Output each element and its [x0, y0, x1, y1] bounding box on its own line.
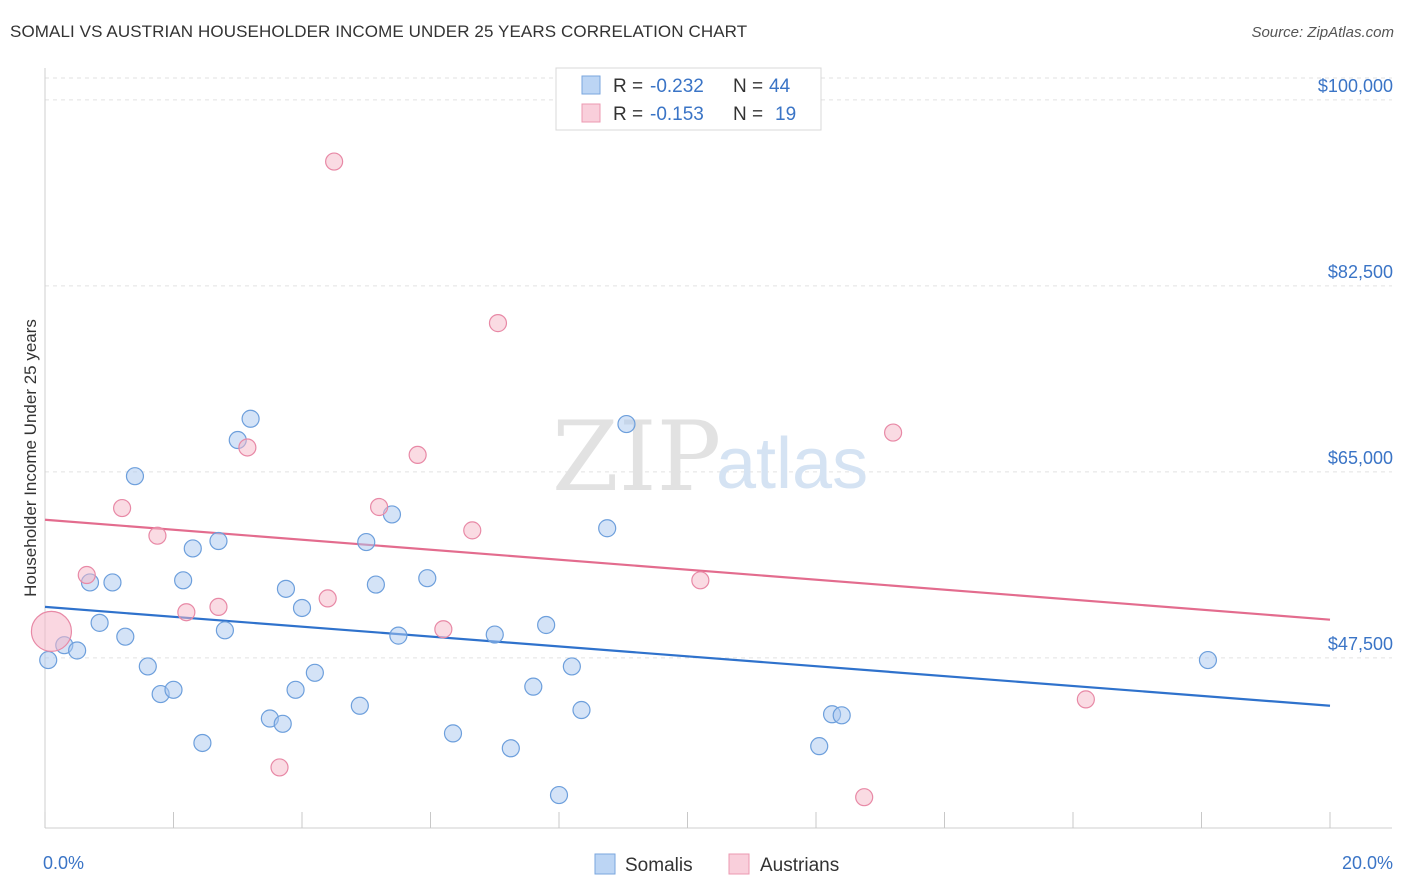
- point-somalis: [305, 663, 324, 682]
- point-somalis: [617, 414, 636, 434]
- data-points: [30, 152, 1218, 807]
- point-somalis: [443, 724, 463, 743]
- point-austrians: [325, 152, 344, 171]
- watermark-atlas: atlas: [716, 424, 868, 504]
- legend-swatch-austrians: [581, 103, 601, 123]
- point-austrians: [691, 571, 710, 590]
- x-tick-label: 20.0%: [1342, 853, 1393, 873]
- legend-n-label: N =: [733, 76, 763, 97]
- point-somalis: [562, 657, 581, 676]
- legend-swatch-somalis: [581, 75, 601, 95]
- watermark-zip: ZIP: [552, 401, 721, 513]
- x-tick-labels: 0.0% 20.0%: [43, 853, 1393, 873]
- legend-n-label: N =: [733, 104, 763, 125]
- legend-r-value: -0.232: [650, 76, 704, 97]
- legend-r-label: R =: [613, 104, 643, 125]
- source-label: Source: ZipAtlas.com: [1251, 24, 1394, 41]
- point-somalis: [350, 696, 369, 715]
- point-somalis: [418, 569, 437, 588]
- point-somalis: [209, 531, 228, 551]
- x-tick-label: 0.0%: [43, 853, 84, 873]
- point-austrians: [270, 758, 289, 777]
- point-somalis: [90, 613, 109, 632]
- bottom-legend-label-austrians: Austrians: [760, 855, 839, 876]
- y-tick-label: $65,000: [1328, 448, 1393, 468]
- legend-n-value: 19: [775, 104, 796, 125]
- trend-lines: [44, 518, 1331, 707]
- point-somalis: [537, 615, 556, 635]
- point-somalis: [549, 785, 569, 805]
- point-austrians: [30, 610, 73, 652]
- y-axis-label: Householder Income Under 25 years: [21, 319, 40, 597]
- point-somalis: [389, 626, 408, 645]
- point-somalis: [485, 625, 504, 644]
- point-austrians: [855, 788, 874, 807]
- grid: [45, 77, 1392, 659]
- trend-line-somalis: [44, 605, 1331, 707]
- point-somalis: [68, 641, 87, 660]
- trend-line-austrians: [44, 518, 1331, 621]
- point-austrians: [77, 565, 96, 585]
- point-austrians: [370, 497, 389, 517]
- y-tick-label: $47,500: [1328, 634, 1393, 654]
- point-austrians: [488, 314, 508, 333]
- point-somalis: [524, 677, 543, 696]
- point-austrians: [318, 589, 337, 608]
- point-somalis: [183, 539, 202, 558]
- point-somalis: [832, 706, 851, 725]
- point-somalis: [292, 598, 312, 618]
- watermark: ZIP atlas: [552, 401, 868, 513]
- point-austrians: [463, 521, 482, 540]
- bottom-legend-swatch-somalis: [594, 853, 616, 875]
- legend-r-label: R =: [613, 76, 643, 97]
- point-austrians: [112, 498, 132, 518]
- point-somalis: [366, 575, 385, 594]
- y-tick-labels: $47,500 $65,000 $82,500 $100,000: [1318, 76, 1393, 654]
- point-somalis: [193, 733, 212, 753]
- legend-r-value: -0.153: [650, 104, 704, 125]
- point-somalis: [572, 700, 591, 720]
- point-austrians: [238, 438, 257, 457]
- point-austrians: [434, 620, 453, 639]
- bottom-legend-label-somalis: Somalis: [625, 855, 693, 876]
- bottom-legend-swatch-austrians: [728, 853, 750, 875]
- chart-title: SOMALI VS AUSTRIAN HOUSEHOLDER INCOME UN…: [10, 22, 748, 41]
- point-somalis: [501, 739, 520, 758]
- point-somalis: [810, 737, 829, 756]
- point-somalis: [116, 627, 135, 646]
- point-somalis: [1198, 650, 1218, 670]
- point-somalis: [276, 579, 296, 598]
- point-somalis: [174, 571, 193, 590]
- legend-box: R = -0.232 N = 44 R = -0.153 N = 19: [555, 67, 822, 131]
- legend-n-value: 44: [769, 76, 791, 97]
- point-austrians: [883, 423, 903, 442]
- y-tick-label: $82,500: [1328, 262, 1393, 282]
- point-somalis: [357, 532, 376, 552]
- point-somalis: [286, 680, 305, 699]
- bottom-legend: Somalis Austrians: [594, 853, 839, 876]
- y-tick-label: $100,000: [1318, 76, 1393, 96]
- point-somalis: [598, 519, 617, 538]
- point-austrians: [148, 526, 167, 545]
- point-somalis: [138, 657, 157, 676]
- point-somalis: [273, 714, 292, 733]
- point-austrians: [408, 445, 427, 465]
- point-somalis: [103, 573, 122, 592]
- point-austrians: [209, 597, 228, 617]
- axes: [44, 68, 1392, 829]
- point-somalis: [125, 467, 145, 486]
- point-somalis: [241, 409, 260, 428]
- point-austrians: [177, 603, 196, 622]
- point-somalis: [39, 650, 58, 670]
- point-somalis: [164, 680, 183, 699]
- point-austrians: [1076, 690, 1095, 709]
- point-somalis: [215, 621, 234, 640]
